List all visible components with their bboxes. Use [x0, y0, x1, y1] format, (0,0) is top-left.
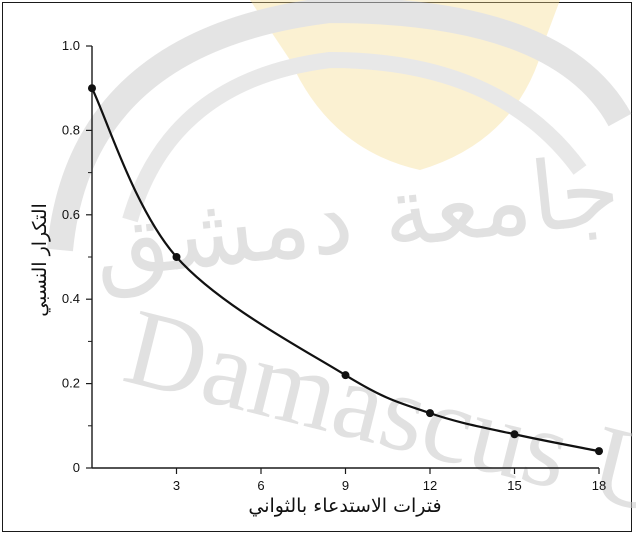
- data-point: [426, 409, 434, 418]
- x-tick-label: 12: [423, 478, 437, 493]
- data-point: [172, 253, 181, 261]
- watermark-arc-inner: [122, 51, 587, 223]
- data-point: [88, 84, 96, 93]
- ticks: 0 0.2 0.4 0.6 0.8 1.0 3 6 9 12 15 18: [62, 38, 606, 493]
- x-tick-label: 3: [173, 478, 180, 493]
- watermark-emblem: [250, 0, 560, 170]
- x-tick-label: 18: [592, 478, 606, 493]
- y-tick-label: 0.6: [62, 207, 80, 222]
- watermark-arc-outer: [47, 0, 632, 252]
- data-point: [595, 447, 603, 456]
- data-point: [510, 430, 519, 439]
- y-tick-label: 0.4: [62, 291, 80, 306]
- series-points: [88, 84, 603, 456]
- y-tick-label: 0.2: [62, 376, 80, 391]
- chart-frame: [2, 2, 632, 532]
- x-axis-label: فترات الاستدعاء بالثواني: [248, 495, 441, 517]
- watermark: جامعة دمشق Damascus Uni: [47, 0, 636, 536]
- x-tick-label: 9: [342, 478, 349, 493]
- x-tick-label: 6: [257, 478, 264, 493]
- data-point: [341, 371, 350, 380]
- y-tick-label: 0.8: [62, 122, 80, 137]
- watermark-arabic-text: جامعة دمشق: [88, 134, 625, 301]
- y-tick-label: 0: [73, 460, 80, 475]
- y-tick-label: 1.0: [62, 38, 80, 53]
- x-tick-label: 15: [507, 478, 521, 493]
- y-axis-label: التكرار النسبي: [29, 203, 51, 317]
